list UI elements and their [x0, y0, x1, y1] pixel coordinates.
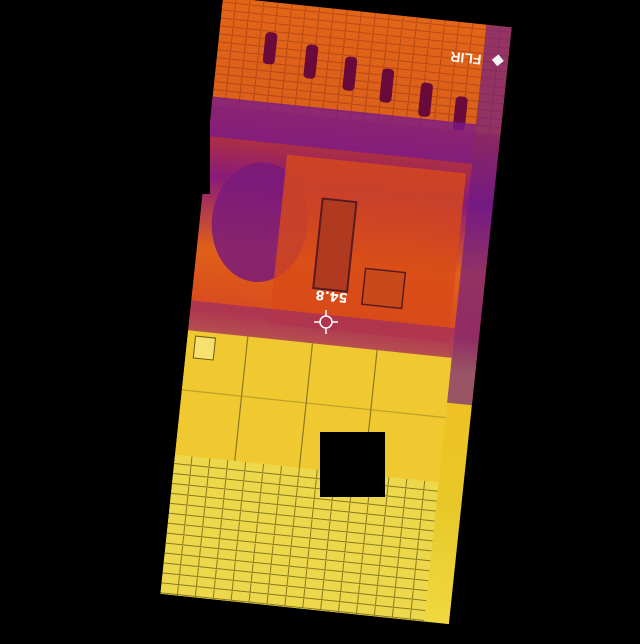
spot-meter: 54.8	[314, 286, 348, 334]
flir-logo-text: FLIR	[450, 49, 483, 68]
wall-sign	[192, 335, 217, 361]
door	[312, 197, 358, 293]
sign-board	[360, 267, 407, 310]
windows	[262, 32, 468, 131]
flir-logo: FLIR	[450, 49, 504, 68]
photo-frame	[160, 0, 512, 625]
flir-logo-icon	[491, 54, 504, 67]
spot-reading: 54.8	[315, 286, 348, 304]
redaction-box	[110, 122, 210, 194]
crosshair-icon	[314, 310, 338, 334]
redaction-box	[320, 432, 385, 497]
